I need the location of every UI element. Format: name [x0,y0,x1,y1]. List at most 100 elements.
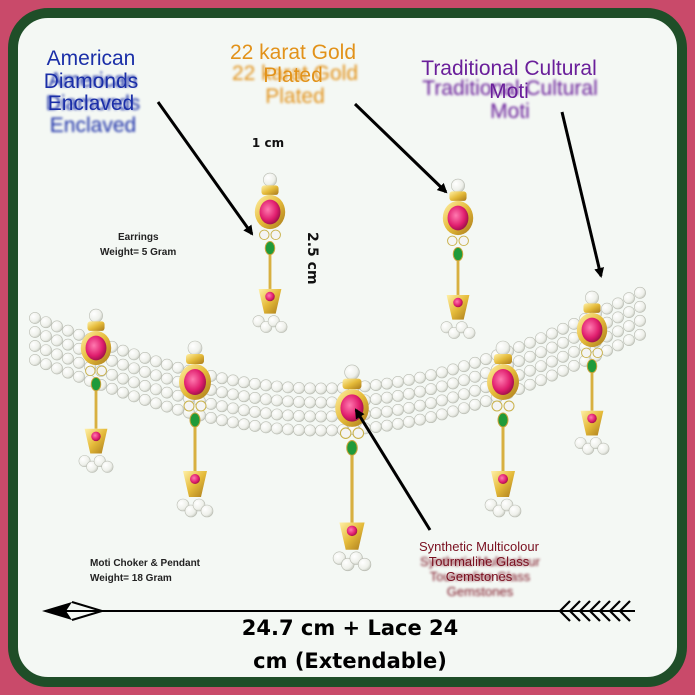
pearl-bead [216,414,228,427]
ruby-stone [259,199,281,225]
pearl-bead [414,399,426,412]
pearl-bead [381,405,393,418]
pearl-bead [513,341,525,354]
choker-title: Moti Choker & Pendant [90,558,201,569]
ruby-small [587,413,597,424]
pearl-bead [535,346,547,359]
earring-width-label: 1 cm [251,136,285,150]
pearl-bead [260,393,272,406]
choker-info: Moti Choker & Pendant Weight= 18 Gram [90,556,250,586]
pearl-bead [425,383,437,396]
gold-cap [494,354,512,364]
diamond-stone [259,229,270,241]
pearl-bead [249,378,261,390]
pearl-bead [161,372,173,385]
bell-drop [339,522,365,550]
pearl-bead [73,328,85,341]
pearl-bead [425,369,437,382]
pearl-bead [172,403,184,416]
pearl-bead [425,411,437,424]
pearl-bead [128,362,140,375]
pearl-bead [425,397,437,410]
pearl-bead [315,396,327,409]
pearl-bead [117,386,129,399]
moti-ghost-label: Traditional Cultural Moti [422,77,598,123]
top-pearl [495,340,511,356]
pearl-bead [227,374,239,387]
pearl-bead [392,375,404,388]
pearl-bead [216,386,228,399]
hanging-pearl [508,504,522,518]
diamond-stone [581,347,592,359]
pearl-bead [249,392,261,404]
pearl-bead [535,360,547,373]
pearl-bead [161,386,173,399]
pearl-bead [51,334,63,347]
pearl-bead [480,353,492,366]
earring-right [440,178,476,339]
gem-ghost-label: Synthetic Multicolour Tourmaline Glass G… [420,554,540,599]
pearl-bead [535,332,547,345]
gold-cap [186,354,204,364]
ruby-small [190,474,200,484]
pearl-bead [469,370,481,383]
pearl-bead [634,286,646,299]
pearl-bead [634,300,646,313]
pearl-bead [612,325,624,338]
pearl-bead [370,421,382,434]
pearl-bead [249,420,261,432]
pendant-left [78,308,114,473]
top-pearl [585,290,599,305]
pearl-bead [623,334,635,347]
hanging-pearl [200,504,214,518]
pendant-right [574,290,610,455]
pearl-bead [117,344,129,357]
pearl-bead [447,377,459,390]
pearl-bead [205,398,217,410]
hanging-pearl [101,460,114,473]
gold-cap [87,321,105,331]
pearl-bead [238,404,250,417]
pearl-bead [238,390,250,403]
pearl-bead [524,336,536,349]
pearl-bead [40,316,52,329]
bell-drop [446,294,470,320]
pearl-bead [282,423,294,436]
pearl-bead [546,327,558,340]
pearl-bead [381,419,393,432]
pearl-bead [139,352,151,364]
pearl-bead [40,344,52,357]
pearl-bead [326,382,338,395]
pearl-bead [447,405,459,418]
pearl-bead [282,395,294,408]
diamond-stone [195,400,207,412]
pearl-bead [392,389,404,402]
pearl-bead [315,410,327,423]
length-arrow [42,600,635,622]
gold-cap [342,378,362,390]
pearl-bead [315,424,327,437]
gold-label: 22 karat Gold Plated [229,41,357,87]
pendant-left-mid [176,340,214,518]
pearl-bead [623,292,635,305]
pearl-bead [117,372,129,385]
earrings-title: Earrings [118,232,159,243]
diamond-stone [447,235,458,247]
pearl-bead [216,372,228,385]
earrings-info: Earrings Weight= 5 Gram [100,230,240,260]
pearl-bead [29,354,41,366]
pearl-bead [260,421,272,434]
pearl-bead [282,409,294,422]
pearl-bead [436,394,448,407]
pearl-bead [304,382,316,395]
pearl-bead [62,324,74,337]
pearl-bead [293,410,305,422]
ruby-stone [447,205,469,231]
pearl-bead [414,413,426,426]
pearl-bead [29,340,41,352]
pearl-bead [414,385,426,398]
pearl-bead [139,366,151,378]
pearl-bead [469,398,481,411]
top-pearl [89,308,103,323]
